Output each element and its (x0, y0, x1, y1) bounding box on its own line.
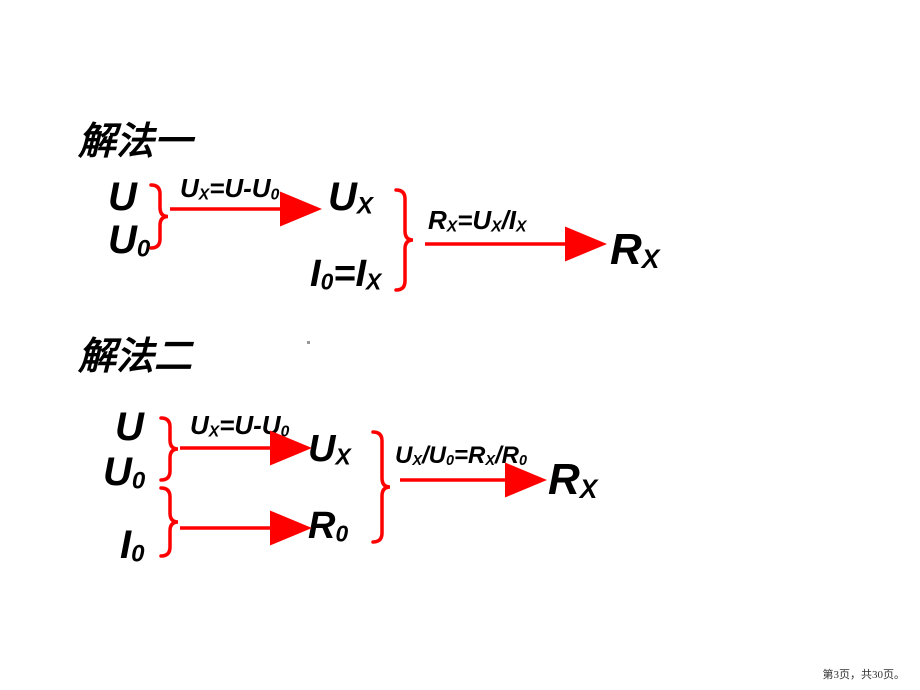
m2-RX: RX (548, 455, 597, 505)
m2-f2-sl1: /U (422, 442, 446, 469)
m2-UX: UX (308, 428, 351, 471)
m2-f1-s2: 0 (281, 423, 290, 440)
m2-f2-cs: X (485, 453, 495, 469)
m1-i0-sub: 0 (321, 268, 334, 294)
center-dot (307, 341, 310, 344)
m1-RX-base: R (610, 225, 642, 274)
m2-formula2: UX/U0=RX/R0 (395, 442, 527, 470)
m1-I0IX: I0=IX (310, 253, 381, 296)
m2-f2-sl2: /R (495, 442, 519, 469)
m2-I0: I0 (120, 523, 144, 569)
m1-RX: RX (610, 225, 659, 275)
m2-R0-sub: 0 (335, 520, 348, 546)
m1-f2-sl: /I (502, 205, 516, 235)
m2-R0: R0 (308, 505, 348, 548)
m1-UX-sub: X (357, 193, 373, 220)
m2-U0: U0 (103, 450, 145, 496)
m2-f2-a: U (395, 442, 412, 469)
title-method-1: 解法一 (78, 110, 192, 165)
m1-eq: = (333, 253, 355, 295)
m1-f1-s1: X (199, 186, 209, 203)
m2-RX-sub: X (580, 474, 598, 504)
m1-f1-b1: U (180, 173, 199, 203)
m1-U0: U0 (108, 218, 150, 264)
m1-UX-base: U (328, 175, 357, 219)
m1-f2-as: X (447, 218, 457, 235)
m1-RX-sub: X (642, 244, 660, 274)
m2-f2-bs: 0 (446, 453, 454, 469)
m2-RX-base: R (548, 455, 580, 504)
m2-formula1: UX=U-U0 (190, 410, 289, 441)
m2-f2-as: X (412, 453, 422, 469)
m2-f2-ds: 0 (519, 453, 527, 469)
m2-UX-base: U (308, 428, 335, 470)
m1-U: U (108, 175, 137, 220)
title-method-2: 解法二 (78, 325, 192, 380)
m1-ix-sub: X (366, 268, 381, 294)
m2-f1-b1: U (190, 410, 209, 440)
m1-f2-bs: X (491, 218, 501, 235)
m1-f2-cs: X (516, 218, 526, 235)
m2-U0-sub: 0 (132, 468, 145, 495)
m2-f1-mid: =U-U (219, 410, 280, 440)
m1-formula2: RX=UX/IX (428, 205, 526, 236)
m2-U0-base: U (103, 450, 132, 494)
m2-f1-s1: X (209, 423, 219, 440)
m1-formula1: UX=U-U0 (180, 173, 279, 204)
m1-f2-a: R (428, 205, 447, 235)
m1-f1-s2: 0 (271, 186, 280, 203)
slide-root: { "colors": { "arrow": "#ff0000", "brace… (0, 0, 920, 690)
m1-U0-sub: 0 (137, 236, 150, 263)
m2-UX-sub: X (335, 443, 350, 469)
m2-U: U (115, 405, 144, 450)
page-number: 第3页，共30页。 (823, 666, 906, 682)
m2-I0-base: I (120, 523, 131, 567)
m1-i0-base: I (310, 253, 321, 295)
m1-U0-base: U (108, 218, 137, 262)
m1-f2-eq: =U (457, 205, 491, 235)
m2-I0-sub: 0 (131, 541, 144, 568)
m1-UX: UX (328, 175, 373, 221)
m2-R0-base: R (308, 505, 335, 547)
m1-f1-mid: =U-U (209, 173, 270, 203)
m1-ix-base: I (355, 253, 366, 295)
m2-f2-eq: =R (454, 442, 485, 469)
